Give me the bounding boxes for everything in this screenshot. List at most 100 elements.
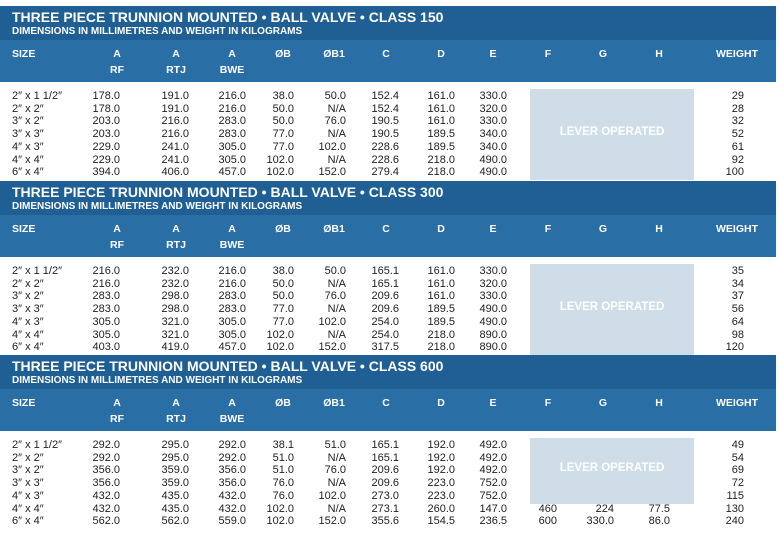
cell-weight: 98 — [731, 328, 744, 341]
cell-a-rf: 562.0 — [92, 515, 120, 528]
cell-d: 218.0 — [427, 166, 455, 179]
header-g: G — [598, 397, 608, 409]
cell-d: 223.0 — [427, 489, 455, 502]
cell-a-bwe: 457.0 — [218, 341, 246, 354]
table-row: 6″ x 4″ 403.0 419.0 457.0 102.0 152.0 317.5 218… — [0, 341, 779, 354]
cell-size: 3″ x 3″ — [12, 128, 44, 141]
cell-c: 228.6 — [371, 140, 399, 153]
cell-c: 279.4 — [371, 166, 399, 179]
cell-ob: 50.0 — [272, 290, 294, 303]
cell-size: 6″ x 4″ — [12, 166, 44, 179]
cell-a-bwe: 216.0 — [218, 277, 246, 290]
cell-a-rf: 394.0 — [92, 166, 120, 179]
cell-size: 3″ x 2″ — [12, 290, 44, 303]
cell-ob: 38.0 — [272, 265, 294, 277]
cell-ob: 76.0 — [272, 489, 294, 502]
cell-a-bwe: 432.0 — [218, 489, 246, 502]
cell-e: 492.0 — [479, 439, 507, 451]
header-size: SIZE — [12, 223, 36, 235]
header-h: H — [655, 223, 663, 235]
cell-a-rf: 229.0 — [92, 140, 120, 153]
header-ob1: ØB1 — [323, 223, 345, 235]
header-a-bwe-top: A — [228, 397, 236, 409]
cell-ob: 50.0 — [272, 277, 294, 290]
cell-size: 2″ x 2″ — [12, 102, 44, 115]
header-ob: ØB — [275, 223, 291, 235]
cell-weight: 52 — [731, 128, 744, 141]
cell-weight: 49 — [731, 439, 744, 451]
cell-d: 189.5 — [427, 303, 455, 316]
cell-ob1: 76.0 — [324, 290, 346, 303]
cell-a-rf: 229.0 — [92, 153, 120, 166]
column-header-row: SIZE A RF A RTJ A BWE ØB ØB1 C D E F G H WEIGHT — [0, 215, 776, 257]
cell-a-rf: 305.0 — [92, 328, 120, 341]
cell-a-bwe: 432.0 — [218, 502, 246, 515]
header-e: E — [489, 223, 497, 235]
cell-a-rtj: 321.0 — [161, 328, 189, 341]
cell-a-rf: 356.0 — [92, 464, 120, 477]
cell-ob: 102.0 — [266, 328, 294, 341]
cell-c: 273.1 — [371, 502, 399, 515]
cell-a-bwe: 283.0 — [218, 115, 246, 128]
table-section: THREE PIECE TRUNNION MOUNTED • BALL VALV… — [0, 181, 779, 355]
cell-c: 228.6 — [371, 153, 399, 166]
header-a-rtj-top: A — [172, 397, 180, 409]
cell-ob1: N/A — [327, 102, 346, 115]
cell-c: 254.0 — [371, 315, 399, 328]
cell-size: 4″ x 3″ — [12, 315, 44, 328]
cell-ob: 51.0 — [272, 464, 294, 477]
header-a-rtj-top: A — [172, 48, 180, 60]
header-h: H — [655, 48, 663, 60]
cell-e: 147.0 — [479, 502, 507, 515]
title-bar: THREE PIECE TRUNNION MOUNTED • BALL VALV… — [0, 6, 776, 40]
cell-e: 340.0 — [479, 128, 507, 141]
title-bar: THREE PIECE TRUNNION MOUNTED • BALL VALV… — [0, 181, 776, 215]
cell-ob: 102.0 — [266, 502, 294, 515]
cell-weight: 35 — [731, 265, 744, 277]
cell-ob1: 51.0 — [324, 439, 346, 451]
cell-e: 752.0 — [479, 477, 507, 490]
cell-e: 330.0 — [479, 290, 507, 303]
cell-d: 189.5 — [427, 315, 455, 328]
cell-e: 236.5 — [479, 515, 507, 528]
header-weight: WEIGHT — [716, 48, 758, 60]
header-d: D — [437, 397, 445, 409]
section-title: THREE PIECE TRUNNION MOUNTED • BALL VALV… — [12, 9, 444, 25]
cell-ob1: N/A — [327, 153, 346, 166]
cell-weight: 32 — [731, 115, 744, 128]
header-a-rf-top: A — [113, 223, 121, 235]
cell-e: 492.0 — [479, 464, 507, 477]
table-row: 4″ x 4″ 305.0 321.0 305.0 102.0 N/A 254.0 218.0… — [0, 329, 779, 342]
cell-a-bwe: 292.0 — [218, 439, 246, 451]
cell-ob1: 152.0 — [318, 166, 346, 179]
cell-a-rf: 216.0 — [92, 277, 120, 290]
cell-a-rtj: 321.0 — [161, 315, 189, 328]
table-section: THREE PIECE TRUNNION MOUNTED • BALL VALV… — [0, 6, 779, 180]
cell-a-rtj: 191.0 — [161, 90, 189, 102]
table-row: 3″ x 3″ 283.0 298.0 283.0 77.0 N/A 209.6 189.5 4… — [0, 303, 779, 316]
cell-c: 190.5 — [371, 115, 399, 128]
cell-d: 161.0 — [427, 115, 455, 128]
cell-e: 330.0 — [479, 90, 507, 102]
table-row: 6″ x 4″ 562.0 562.0 559.0 102.0 152.0 355.6 154… — [0, 515, 779, 528]
cell-d: 161.0 — [427, 265, 455, 277]
cell-a-rf: 203.0 — [92, 128, 120, 141]
cell-size: 4″ x 3″ — [12, 140, 44, 153]
cell-a-rf: 216.0 — [92, 265, 120, 277]
table-row: 6″ x 4″ 394.0 406.0 457.0 102.0 152.0 279.4 218… — [0, 166, 779, 179]
cell-a-bwe: 216.0 — [218, 102, 246, 115]
table-row: 4″ x 4″ 229.0 241.0 305.0 102.0 N/A 228.6 218.0… — [0, 154, 779, 167]
cell-size: 4″ x 4″ — [12, 153, 44, 166]
table-row: 4″ x 3″ 229.0 241.0 305.0 77.0 102.0 228.6 189.… — [0, 141, 779, 154]
table-row: 2″ x 1 1/2″ 292.0 295.0 292.0 38.1 51.0 165.1 1… — [0, 439, 779, 452]
cell-d: 223.0 — [427, 477, 455, 490]
header-a-rf-top: A — [113, 397, 121, 409]
cell-ob1: 76.0 — [324, 115, 346, 128]
header-a-rtj-top: A — [172, 223, 180, 235]
cell-c: 165.1 — [371, 451, 399, 464]
column-header-row: SIZE A RF A RTJ A BWE ØB ØB1 C D E F G H WEIGHT — [0, 40, 776, 82]
cell-a-bwe: 292.0 — [218, 451, 246, 464]
cell-a-bwe: 305.0 — [218, 315, 246, 328]
cell-d: 192.0 — [427, 451, 455, 464]
